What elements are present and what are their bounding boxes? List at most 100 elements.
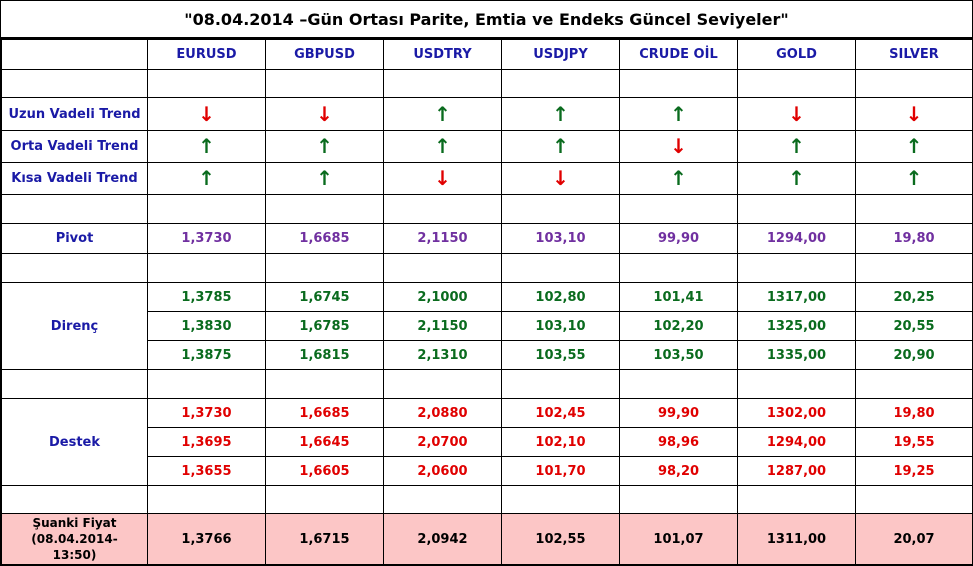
trend-row-long: Uzun Vadeli Trend ↓ ↓ ↑ ↑ ↑ ↓ ↓ bbox=[1, 97, 973, 131]
resistance-value: 20,25 bbox=[855, 282, 973, 312]
spacer-row bbox=[1, 369, 973, 399]
column-header: CRUDE OİL bbox=[619, 39, 738, 70]
resistance-value: 1,3875 bbox=[147, 340, 266, 370]
support-value: 1,3655 bbox=[147, 456, 266, 486]
support-row: 1,3655 1,6605 2,0600 101,70 98,20 1287,0… bbox=[2, 456, 973, 486]
trend-label: Kısa Vadeli Trend bbox=[1, 162, 148, 195]
resistance-value: 1,6785 bbox=[265, 311, 384, 341]
current-price-value: 1,3766 bbox=[147, 513, 266, 565]
support-value: 2,0880 bbox=[383, 398, 502, 428]
up-arrow-icon: ↑ bbox=[434, 101, 451, 126]
up-arrow-icon: ↑ bbox=[788, 134, 805, 158]
current-price-value: 102,55 bbox=[501, 513, 620, 565]
resistance-value: 2,1310 bbox=[383, 340, 502, 370]
spacer-row bbox=[1, 253, 973, 283]
down-arrow-icon: ↓ bbox=[905, 101, 923, 126]
support-value: 2,0600 bbox=[383, 456, 502, 486]
pivot-value: 99,90 bbox=[619, 223, 738, 254]
current-price-value: 101,07 bbox=[619, 513, 738, 565]
support-value: 1302,00 bbox=[737, 398, 856, 428]
down-arrow-icon: ↓ bbox=[316, 101, 333, 126]
trend-label: Orta Vadeli Trend bbox=[1, 130, 148, 163]
up-arrow-icon: ↑ bbox=[670, 101, 687, 126]
resistance-value: 1335,00 bbox=[737, 340, 856, 370]
support-label: Destek bbox=[1, 398, 148, 486]
resistance-row: 1,3830 1,6785 2,1150 103,10 102,20 1325,… bbox=[2, 311, 973, 341]
up-arrow-icon: ↑ bbox=[905, 134, 923, 158]
resistance-value: 2,1000 bbox=[383, 282, 502, 312]
spacer-row bbox=[1, 194, 973, 224]
down-arrow-icon: ↓ bbox=[552, 166, 569, 190]
up-arrow-icon: ↑ bbox=[198, 166, 215, 190]
down-arrow-icon: ↓ bbox=[788, 101, 805, 126]
pivot-value: 2,1150 bbox=[383, 223, 502, 254]
support-value: 1,6645 bbox=[265, 427, 384, 457]
resistance-value: 20,90 bbox=[855, 340, 973, 370]
support-value: 1,3730 bbox=[147, 398, 266, 428]
support-value: 99,90 bbox=[619, 398, 738, 428]
column-header: USDJPY bbox=[501, 39, 620, 70]
support-value: 2,0700 bbox=[383, 427, 502, 457]
current-price-value: 2,0942 bbox=[383, 513, 502, 565]
up-arrow-icon: ↑ bbox=[316, 166, 333, 190]
resistance-value: 1,3830 bbox=[147, 311, 266, 341]
down-arrow-icon: ↓ bbox=[198, 101, 215, 126]
down-arrow-icon: ↓ bbox=[434, 166, 451, 190]
support-value: 102,10 bbox=[501, 427, 620, 457]
resistance-value: 1,6815 bbox=[265, 340, 384, 370]
support-value: 98,20 bbox=[619, 456, 738, 486]
resistance-row: 1,3875 1,6815 2,1310 103,55 103,50 1335,… bbox=[2, 340, 973, 370]
up-arrow-icon: ↑ bbox=[434, 134, 451, 158]
pivot-value: 1294,00 bbox=[737, 223, 856, 254]
resistance-value: 102,20 bbox=[619, 311, 738, 341]
up-arrow-icon: ↑ bbox=[905, 166, 923, 190]
up-arrow-icon: ↑ bbox=[198, 134, 215, 158]
support-row: Destek 1,3730 1,6685 2,0880 102,45 99,90… bbox=[1, 398, 973, 486]
support-value: 1,6605 bbox=[265, 456, 384, 486]
support-value: 1287,00 bbox=[737, 456, 856, 486]
levels-table: EURUSD GBPUSD USDTRY USDJPY CRUDE OİL GO… bbox=[1, 39, 973, 565]
support-value: 1,6685 bbox=[265, 398, 384, 428]
pivot-label: Pivot bbox=[1, 223, 148, 254]
spacer-row bbox=[1, 485, 973, 514]
pivot-row: Pivot 1,3730 1,6685 2,1150 103,10 99,90 … bbox=[1, 223, 973, 254]
column-header: EURUSD bbox=[147, 39, 266, 70]
pivot-value: 1,3730 bbox=[147, 223, 266, 254]
resistance-label: Direnç bbox=[1, 282, 148, 370]
support-value: 1,3695 bbox=[147, 427, 266, 457]
up-arrow-icon: ↑ bbox=[552, 134, 569, 158]
table-title: "08.04.2014 –Gün Ortası Parite, Emtia ve… bbox=[1, 1, 972, 39]
resistance-value: 102,80 bbox=[501, 282, 620, 312]
trend-row-mid: Orta Vadeli Trend ↑ ↑ ↑ ↑ ↓ ↑ ↑ bbox=[1, 130, 973, 163]
current-price-value: 20,07 bbox=[855, 513, 973, 565]
resistance-value: 103,10 bbox=[501, 311, 620, 341]
pivot-value: 19,80 bbox=[855, 223, 973, 254]
resistance-value: 1317,00 bbox=[737, 282, 856, 312]
support-value: 98,96 bbox=[619, 427, 738, 457]
support-row: 1,3695 1,6645 2,0700 102,10 98,96 1294,0… bbox=[2, 427, 973, 457]
resistance-value: 20,55 bbox=[855, 311, 973, 341]
resistance-value: 2,1150 bbox=[383, 311, 502, 341]
pivot-value: 1,6685 bbox=[265, 223, 384, 254]
support-value: 19,25 bbox=[855, 456, 973, 486]
pivot-value: 103,10 bbox=[501, 223, 620, 254]
spacer-row bbox=[1, 69, 973, 98]
support-value: 101,70 bbox=[501, 456, 620, 486]
column-header: GOLD bbox=[737, 39, 856, 70]
support-value: 19,55 bbox=[855, 427, 973, 457]
header-row: EURUSD GBPUSD USDTRY USDJPY CRUDE OİL GO… bbox=[1, 39, 973, 70]
support-value: 102,45 bbox=[501, 398, 620, 428]
resistance-value: 1,3785 bbox=[147, 282, 266, 312]
support-value: 1294,00 bbox=[737, 427, 856, 457]
resistance-value: 1,6745 bbox=[265, 282, 384, 312]
trend-row-short: Kısa Vadeli Trend ↑ ↑ ↓ ↓ ↑ ↑ ↑ bbox=[1, 162, 973, 195]
down-arrow-icon: ↓ bbox=[670, 134, 687, 158]
resistance-value: 101,41 bbox=[619, 282, 738, 312]
resistance-value: 103,55 bbox=[501, 340, 620, 370]
current-price-label: Şuanki Fiyat (08.04.2014- 13:50) bbox=[1, 513, 148, 565]
current-price-value: 1,6715 bbox=[265, 513, 384, 565]
resistance-value: 1325,00 bbox=[737, 311, 856, 341]
up-arrow-icon: ↑ bbox=[670, 166, 687, 190]
column-header: SILVER bbox=[855, 39, 973, 70]
